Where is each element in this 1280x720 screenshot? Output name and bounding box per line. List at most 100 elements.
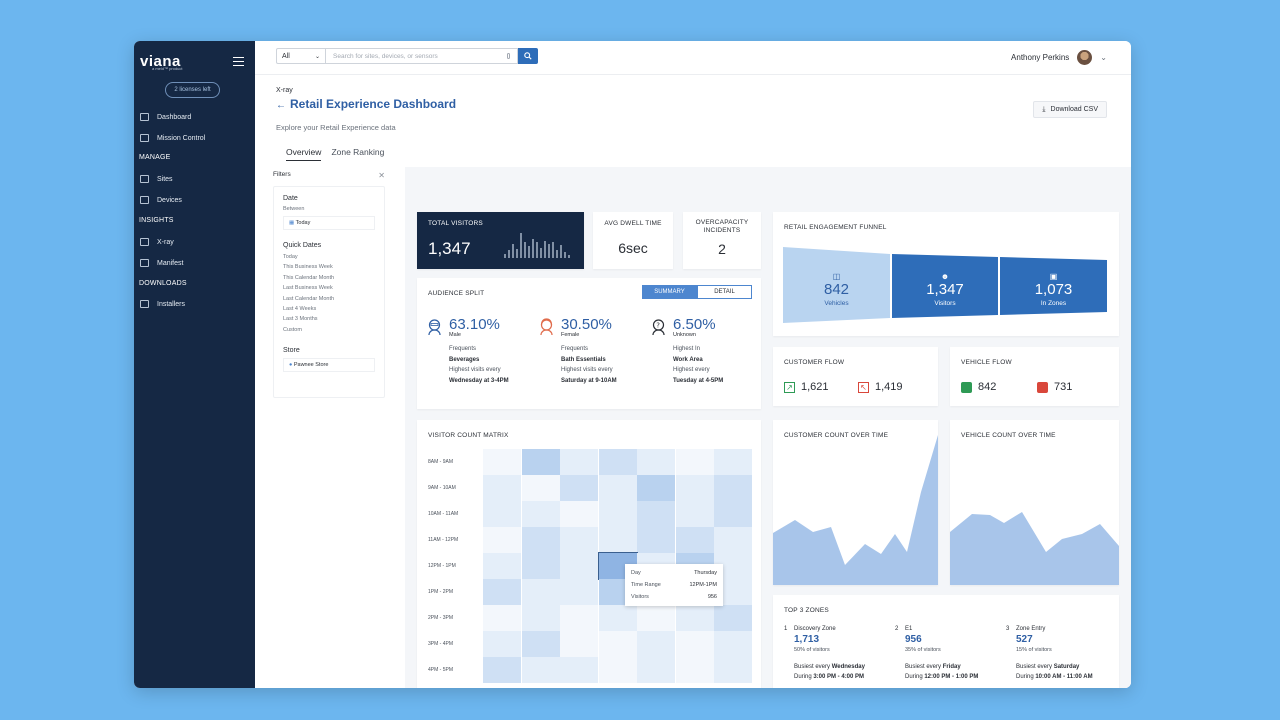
matrix-cell[interactable] [560,579,598,605]
filters-title: Filters [273,171,291,178]
matrix-cell[interactable] [637,475,675,501]
breadcrumb[interactable]: X-ray [276,87,293,94]
matrix-cell[interactable] [714,631,752,657]
matrix-cell[interactable] [714,501,752,527]
matrix-cell[interactable] [560,501,598,527]
matrix-cell[interactable] [714,527,752,553]
avg-dwell-card: AVG DWELL TIME 6sec [593,212,673,269]
matrix-cell[interactable] [560,475,598,501]
matrix-cell[interactable] [521,449,560,475]
summary-toggle[interactable]: SUMMARY [642,285,697,299]
funnel-stage-zones[interactable]: ▣ 1,073 In Zones [1000,264,1107,314]
matrix-cell[interactable] [598,527,637,553]
quick-date-option[interactable]: Last Business Week [283,285,333,292]
date-field-value: Today [295,220,311,226]
matrix-cell[interactable] [521,527,560,553]
matrix-cell[interactable] [521,657,560,683]
scope-select[interactable]: All ⌄ [276,48,326,64]
matrix-cell[interactable] [675,657,714,683]
sidebar-item-manifest[interactable]: Manifest [140,257,183,269]
tooltip-value: 956 [707,594,717,600]
overcapacity-card: OVERCAPACITY INCIDENTS 2 [683,212,761,269]
sidebar-item-xray[interactable]: X-ray [140,236,174,248]
matrix-cell[interactable] [483,631,521,657]
matrix-cell[interactable] [521,605,560,631]
store-field[interactable]: ● Pawnee Store [283,358,375,373]
matrix-cell[interactable] [598,631,637,657]
matrix-cell[interactable] [675,475,714,501]
quick-date-option[interactable]: Last 3 Months [283,316,318,323]
matrix-cell[interactable] [560,657,598,683]
matrix-cell[interactable] [483,605,521,631]
quick-date-option[interactable]: Last 4 Weeks [283,306,317,313]
quick-date-option[interactable]: Last Calendar Month [283,295,335,302]
matrix-cell[interactable] [637,605,675,631]
funnel-stage-visitors[interactable]: ☻ 1,347 Visitors [892,264,998,314]
matrix-cell[interactable] [714,475,752,501]
matrix-cell[interactable] [675,605,714,631]
detail-toggle[interactable]: DETAIL [697,285,752,299]
licenses-badge[interactable]: 2 licenses left [165,82,220,98]
tab-zone-ranking[interactable]: Zone Ranking [331,147,385,157]
matrix-cell[interactable] [560,527,598,553]
matrix-cell[interactable] [598,449,637,475]
matrix-cell[interactable] [560,553,598,579]
customer-out-value: 1,419 [875,381,903,393]
quick-date-option[interactable]: Today [283,254,298,260]
hamburger-menu-icon[interactable] [233,57,244,66]
matrix-cell[interactable] [714,449,752,475]
date-field[interactable]: ▦ Today [283,216,375,230]
quick-date-option[interactable]: This Calendar Month [283,274,335,281]
matrix-cell[interactable] [598,475,637,501]
matrix-cell[interactable] [560,449,598,475]
matrix-cell[interactable] [483,657,521,683]
download-csv-button[interactable]: ⤓ Download CSV [1033,101,1107,118]
matrix-cell[interactable] [521,579,560,605]
back-arrow-icon[interactable]: ← [276,100,286,111]
close-icon[interactable]: ✕ [378,171,385,180]
matrix-cell[interactable] [483,553,521,579]
matrix-cell[interactable] [483,475,521,501]
matrix-cell[interactable] [714,657,752,683]
search-button[interactable] [518,48,538,64]
matrix-cell[interactable] [675,449,714,475]
search-input[interactable]: Search for sites, devices, or sensors [326,48,518,64]
matrix-cell[interactable] [637,501,675,527]
viana-logo[interactable]: viana [140,53,181,70]
matrix-cell[interactable] [637,449,675,475]
matrix-cell[interactable] [598,501,637,527]
visitors-sparkline [504,233,570,258]
male-icon [428,319,441,336]
matrix-cell[interactable] [560,631,598,657]
sidebar-item-installers[interactable]: Installers [140,298,185,310]
matrix-cell[interactable] [521,631,560,657]
sidebar-item-sites[interactable]: Sites [140,173,173,185]
sidebar-item-mission-control[interactable]: Mission Control [140,132,205,144]
tab-overview[interactable]: Overview [286,147,322,161]
matrix-cell[interactable] [714,605,752,631]
matrix-cell[interactable] [675,501,714,527]
matrix-cell[interactable] [483,501,521,527]
matrix-cell[interactable] [483,527,521,553]
matrix-cell[interactable] [637,657,675,683]
matrix-cell[interactable] [637,527,675,553]
microphone-icon[interactable] [507,53,510,59]
sidebar-item-devices[interactable]: Devices [140,194,182,206]
matrix-cell[interactable] [521,475,560,501]
detail-line: Frequents [561,346,589,352]
matrix-cell[interactable] [598,657,637,683]
funnel-stage-vehicles[interactable]: ◫ 842 Vehicles [783,264,890,314]
quick-date-option[interactable]: Custom [283,326,302,333]
sidebar-item-dashboard[interactable]: Dashboard [140,111,191,123]
quick-date-option[interactable]: This Business Week [283,264,333,271]
matrix-cell[interactable] [483,449,521,475]
matrix-cell[interactable] [675,631,714,657]
user-menu[interactable]: Anthony Perkins ⌄ [1011,48,1107,66]
matrix-cell[interactable] [483,579,521,605]
matrix-cell[interactable] [598,605,637,631]
matrix-cell[interactable] [521,553,560,579]
matrix-cell[interactable] [675,527,714,553]
matrix-cell[interactable] [637,631,675,657]
matrix-cell[interactable] [521,501,560,527]
matrix-cell[interactable] [560,605,598,631]
